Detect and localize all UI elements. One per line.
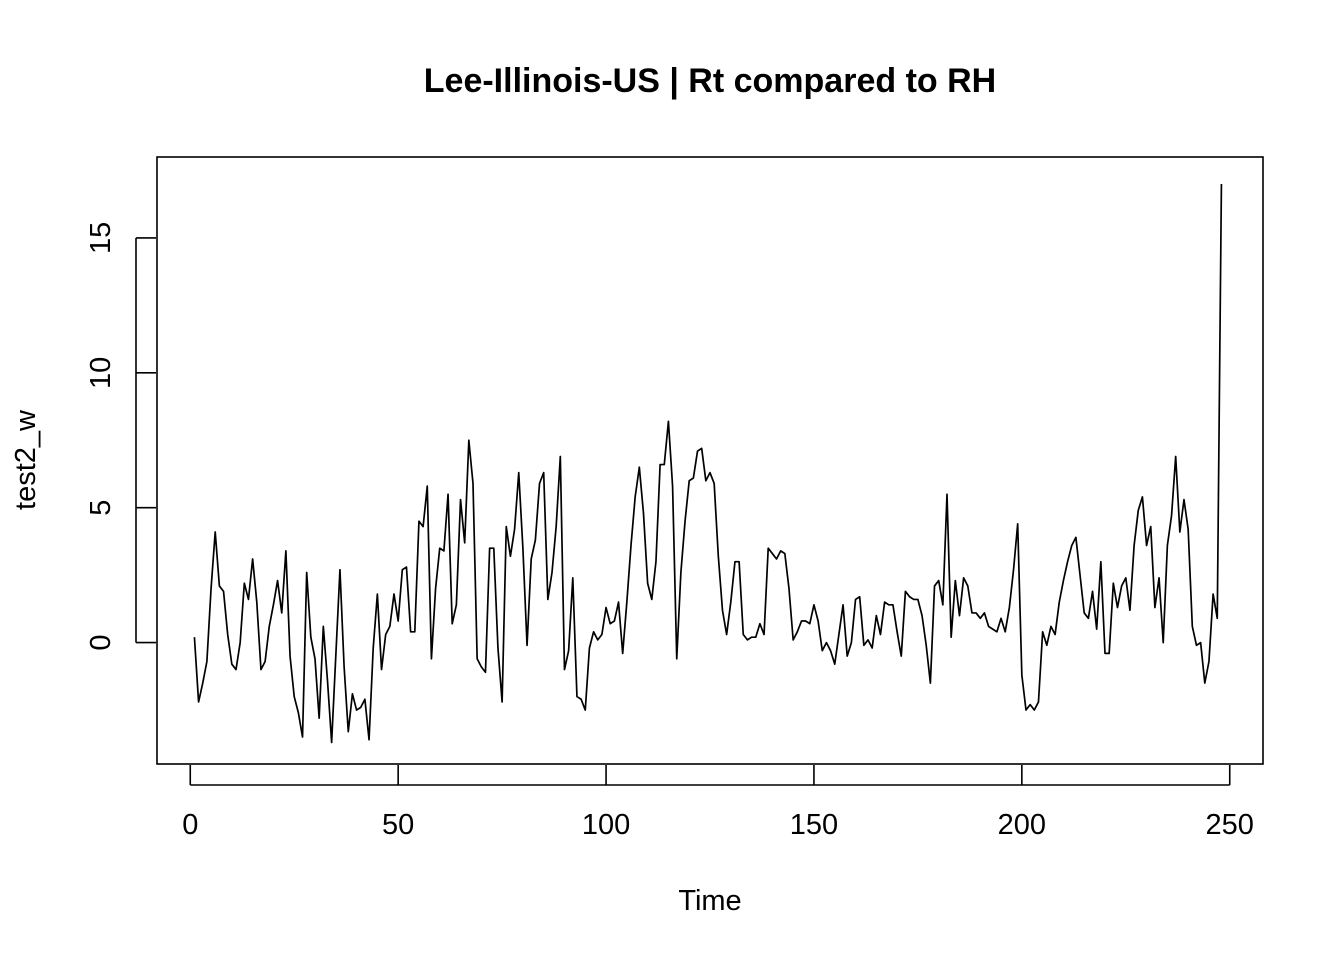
- x-tick-label: 200: [998, 809, 1046, 841]
- series-line: [193, 183, 1223, 744]
- chart-title: Lee-Illinois-US | Rt compared to RH: [424, 62, 996, 100]
- x-tick-label: 150: [790, 809, 838, 841]
- x-tick-label: 0: [182, 809, 198, 841]
- x-tick-label: 100: [582, 809, 630, 841]
- y-tick-label: 10: [85, 357, 117, 389]
- x-axis: 0 50 100 150 200 250: [182, 765, 1254, 841]
- x-tick-label: 250: [1206, 809, 1254, 841]
- y-tick-label: 5: [85, 500, 117, 516]
- y-axis-label: test2_w: [10, 409, 42, 510]
- series-group: [193, 183, 1223, 744]
- y-axis: 0 5 10 15: [85, 222, 156, 651]
- plot-frame: [156, 156, 1264, 765]
- y-tick-label: 0: [85, 635, 117, 651]
- x-axis-label: Time: [678, 885, 741, 917]
- x-tick-label: 50: [382, 809, 414, 841]
- y-tick-label: 15: [85, 222, 117, 254]
